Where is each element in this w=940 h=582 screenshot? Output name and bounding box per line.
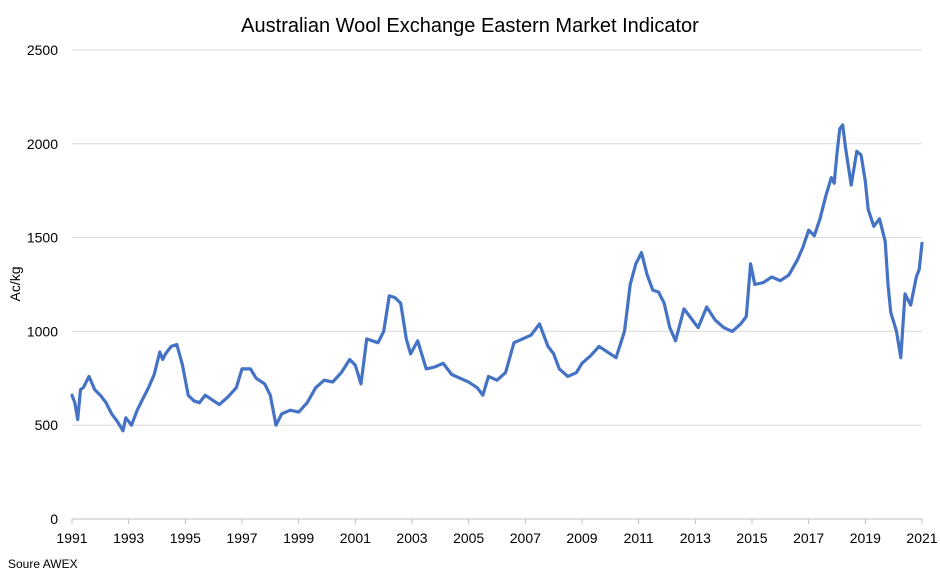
x-tick-label: 2013 (680, 530, 711, 546)
x-tick-label: 1999 (283, 530, 314, 546)
series-line-0 (70, 123, 924, 433)
x-tick-label: 2019 (850, 530, 881, 546)
y-axis-ticks: 0 500 1000 1500 2000 2500 (27, 42, 58, 527)
x-axis-ticks: 1991 1993 1995 1997 1999 2001 2003 2005 2007 2009… (56, 519, 938, 546)
x-tick-label: 2001 (340, 530, 371, 546)
x-tick-label: 2017 (793, 530, 824, 546)
x-tick-label: 1995 (170, 530, 201, 546)
x-tick-label: 2007 (510, 530, 541, 546)
x-tick-label: 2003 (396, 530, 427, 546)
gridlines (72, 49, 922, 520)
series-area (70, 123, 924, 433)
y-tick-label: 2500 (27, 42, 58, 58)
x-tick-label: 2011 (624, 530, 654, 546)
x-tick-label: 1991 (56, 530, 87, 546)
x-tick-label: 2015 (736, 530, 767, 546)
x-tick-label: 2021 (906, 530, 937, 546)
x-tick-label: 2005 (453, 530, 484, 546)
y-tick-label: 0 (50, 511, 58, 527)
y-tick-label: 2000 (27, 136, 58, 152)
y-axis-label: Ac/kg (7, 266, 23, 301)
x-tick-label: 1997 (226, 530, 257, 546)
chart-title: Australian Wool Exchange Eastern Market … (241, 15, 699, 37)
y-tick-label: 1000 (27, 323, 58, 339)
y-tick-label: 1500 (27, 230, 58, 246)
y-tick-label: 500 (35, 417, 59, 433)
x-tick-label: 1993 (113, 530, 144, 546)
x-tick-label: 2009 (566, 530, 597, 546)
source-note: Soure AWEX (8, 557, 78, 571)
